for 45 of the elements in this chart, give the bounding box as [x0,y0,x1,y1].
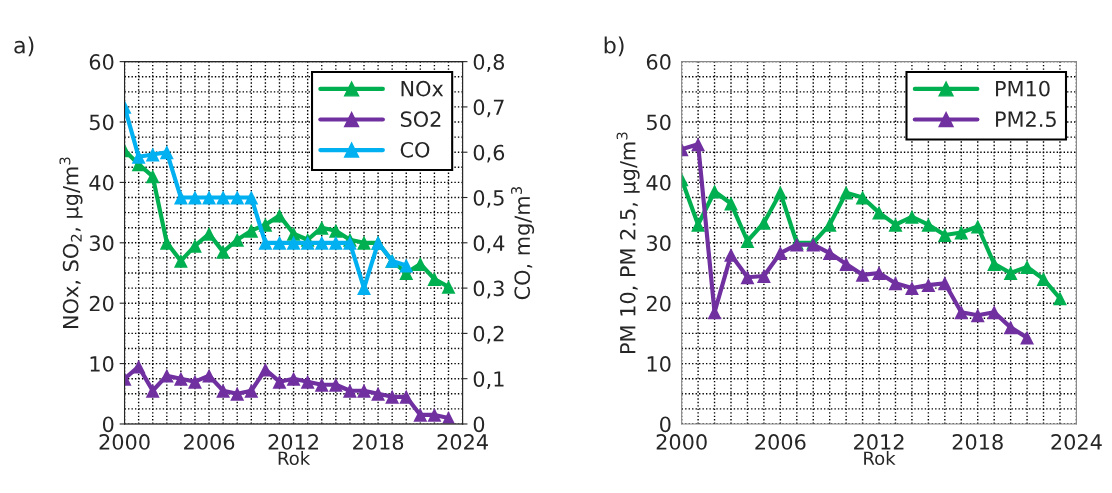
x-tick-label: 2006 [184,434,235,450]
x-axis-title: Rok [864,451,896,466]
x-tick-label: 2000 [656,434,707,450]
y-tick-label: 0 [660,416,671,433]
y-axis-title: PM 10, PM 2.5, µg/m$^{3}$ [616,132,640,353]
y2-tick-label: 0,4 [473,235,505,254]
y2-tick-label: 0,7 [473,99,504,118]
y2-tick-label: 0,6 [473,144,505,163]
y-tick-label: 50 [89,114,114,131]
y-tick-label: 40 [89,174,114,191]
y-tick-label: 60 [646,54,671,70]
x-tick-label: 2006 [755,434,806,450]
chart-title: a) [14,36,34,57]
y-tick-label: 60 [89,54,114,70]
chart-title: b) [604,36,624,57]
x-tick-label: 2012 [854,434,904,450]
legend-label: CO [400,141,430,158]
y2-axis-title: CO, mg/m$^{3}$ [511,187,535,300]
y2-tick-label: 0,8 [473,54,505,72]
x-tick-label: 2018 [952,434,1003,450]
y-axis-title: NOx, SO$_{2}$, µg/m$^{3}$ [59,157,83,328]
y-tick-label: 20 [89,295,114,312]
legend-label: PM10 [996,80,1050,97]
x-tick-label: 2024 [1051,434,1102,450]
y-tick-label: 10 [647,356,671,372]
legend-label: NOx [401,80,444,97]
x-axis-title: Rok [278,451,311,466]
y-tick-label: 30 [647,235,671,252]
legend-label: SO2 [400,111,441,128]
x-tick-label: 2000 [99,434,150,450]
y-tick-label: 10 [90,356,114,372]
y2-tick-label: 0,5 [473,189,504,208]
x-tick-label: 2024 [437,434,488,450]
legend-label: PM2.5 [996,111,1056,128]
x-tick-label: 2018 [353,434,404,450]
y2-tick-label: 0 [473,416,485,433]
y-tick-label: 30 [89,235,114,252]
y-tick-label: 40 [646,174,671,191]
y2-tick-label: 0,1 [473,371,504,390]
y2-tick-label: 0,3 [473,280,504,299]
x-tick-label: 2012 [268,434,318,450]
y-tick-label: 50 [647,114,671,131]
y-tick-label: 20 [646,295,671,312]
y-tick-label: 0 [102,416,114,433]
y2-tick-label: 0,2 [473,325,504,344]
